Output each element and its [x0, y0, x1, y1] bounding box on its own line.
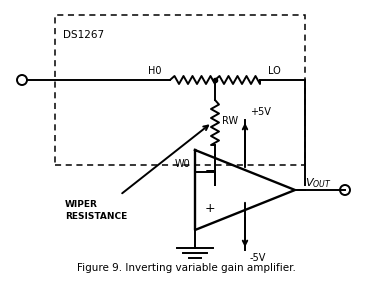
- Text: -5V: -5V: [250, 253, 266, 263]
- Text: LO: LO: [268, 66, 281, 76]
- Text: DS1267: DS1267: [63, 30, 104, 40]
- Bar: [55, 15, 305, 165]
- Text: −: −: [205, 165, 215, 178]
- Text: WIPER
RESISTANCE: WIPER RESISTANCE: [65, 200, 127, 221]
- Text: +: +: [205, 202, 216, 215]
- Text: $V_{OUT}$: $V_{OUT}$: [305, 176, 332, 190]
- Text: H0: H0: [148, 66, 162, 76]
- Text: +5V: +5V: [250, 107, 271, 117]
- Text: W0: W0: [174, 158, 190, 169]
- Text: Figure 9. Inverting variable gain amplifier.: Figure 9. Inverting variable gain amplif…: [77, 263, 295, 273]
- Text: RW: RW: [222, 115, 238, 126]
